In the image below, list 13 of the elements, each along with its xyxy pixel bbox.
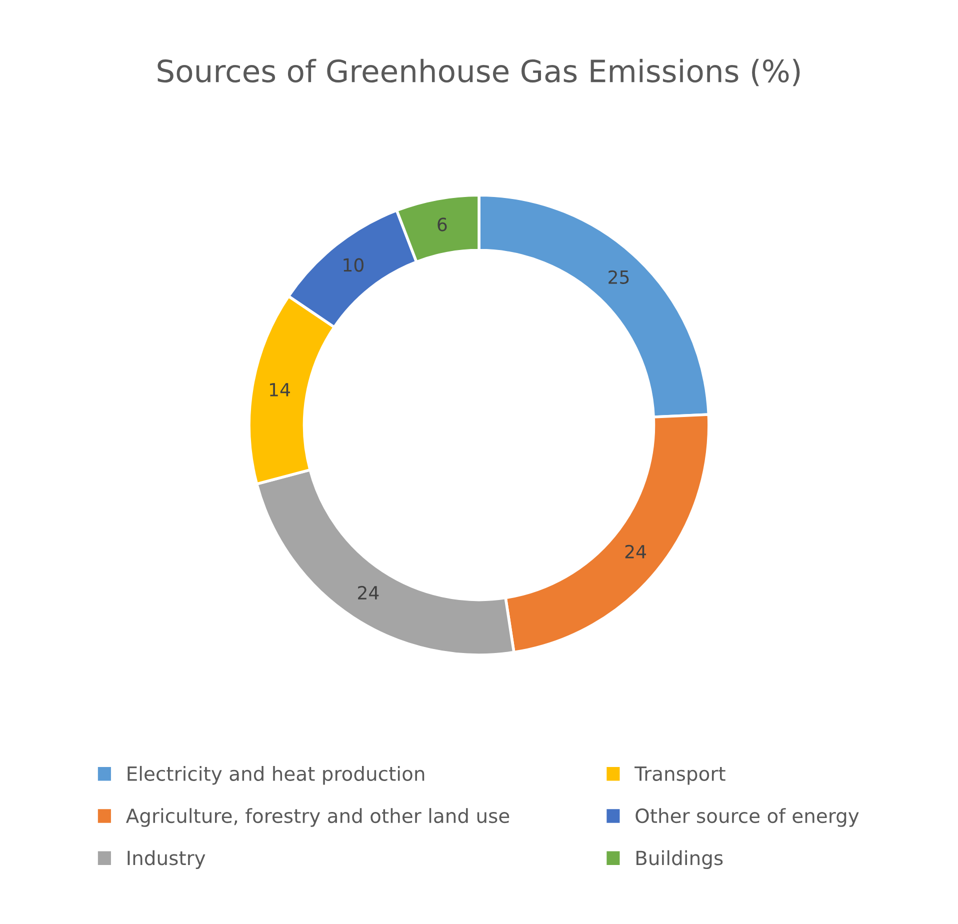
data-label: 24 (358, 586, 379, 600)
legend-label: Industry (128, 850, 206, 870)
data-label: 24 (625, 544, 646, 558)
chart-title: Sources of Greenhouse Gas Emissions (%) (158, 58, 800, 86)
data-label: 6 (438, 218, 447, 232)
data-label: 14 (270, 383, 290, 396)
legend-label: Electricity and heat production (128, 766, 424, 785)
legend-label: Buildings (636, 850, 723, 870)
legend-label: Agriculture, forestry and other land use (126, 808, 510, 827)
legend-label: Transport (634, 766, 726, 785)
data-label: 25 (608, 270, 629, 284)
data-label: 10 (344, 258, 364, 272)
legend-label: Other source of energy (636, 808, 859, 827)
